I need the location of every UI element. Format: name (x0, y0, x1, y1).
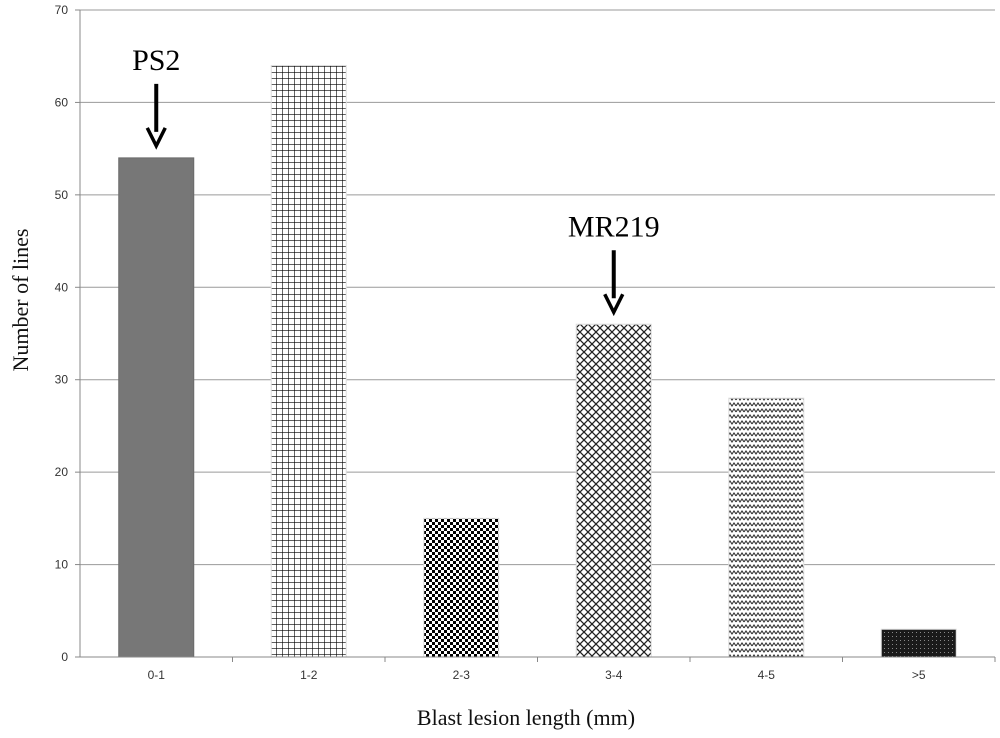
y-tick-label: 30 (55, 373, 69, 387)
bar-4 (728, 397, 805, 658)
annotation-label: MR219 (568, 210, 660, 243)
bar-0 (118, 157, 195, 658)
bars (118, 64, 957, 658)
gridlines (80, 9, 995, 566)
x-tick-label: >5 (912, 668, 926, 682)
annotation-arrow-head (145, 127, 167, 150)
annotations: PS2 MR219 (132, 44, 660, 317)
y-axis-title: Number of lines (8, 229, 33, 372)
annotation-arrow-head (603, 293, 625, 317)
y-tick-label: 10 (55, 558, 69, 572)
x-axis-title: Blast lesion length (mm) (417, 705, 635, 730)
bar-5 (880, 628, 957, 658)
x-tick-label: 4-5 (758, 668, 776, 682)
y-tick-label: 60 (55, 95, 69, 109)
x-tick-label: 2-3 (453, 668, 471, 682)
y-tick-label: 50 (55, 188, 69, 202)
x-tick-label: 0-1 (148, 668, 166, 682)
bar-2 (423, 517, 500, 658)
y-tick-label: 70 (55, 3, 69, 17)
x-tick-label: 1-2 (300, 668, 318, 682)
bar-1 (270, 64, 347, 658)
annotation-label: PS2 (132, 44, 180, 77)
axes: 0 10 20 30 40 50 60 70 0-1 1-2 2-3 3-4 4-5 >5 (55, 3, 996, 682)
bar-3 (575, 323, 652, 658)
x-tick-label: 3-4 (605, 668, 623, 682)
y-tick-label: 40 (55, 280, 69, 294)
y-tick-label: 20 (55, 465, 69, 479)
y-tick-label: 0 (61, 650, 68, 664)
